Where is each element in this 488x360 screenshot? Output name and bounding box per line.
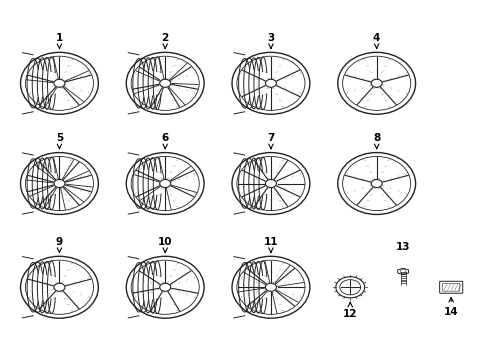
Text: 9: 9 <box>56 237 63 252</box>
Text: 3: 3 <box>267 32 274 49</box>
Text: 5: 5 <box>56 133 63 149</box>
Text: 1: 1 <box>56 32 63 49</box>
Text: 4: 4 <box>372 32 380 49</box>
Text: 10: 10 <box>158 237 172 252</box>
Text: 11: 11 <box>263 237 278 252</box>
Text: 8: 8 <box>372 133 380 149</box>
Text: 13: 13 <box>395 242 409 252</box>
Text: 14: 14 <box>443 298 458 317</box>
Text: 6: 6 <box>161 133 168 149</box>
Text: 7: 7 <box>267 133 274 149</box>
Text: 2: 2 <box>161 32 168 49</box>
Text: 12: 12 <box>342 302 357 319</box>
